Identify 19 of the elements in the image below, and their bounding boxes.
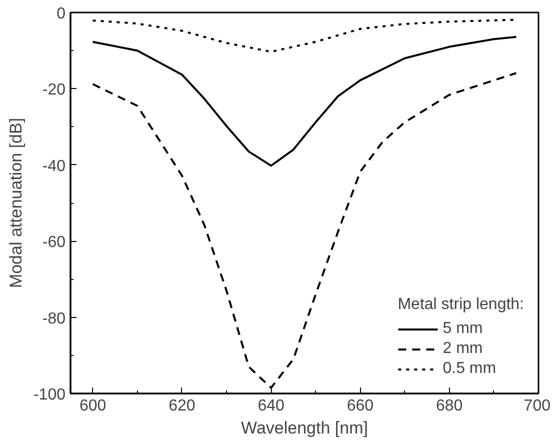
x-tick-label: 700 (524, 398, 551, 414)
line-series (92, 36, 518, 167)
legend-label: 0.5 mm (442, 360, 496, 378)
y-tick-label: -100 (33, 386, 66, 404)
x-tick-label: 640 (258, 398, 285, 414)
y-axis-title: Modal attenuation [dB] (6, 118, 26, 288)
x-tick-label: 660 (346, 398, 374, 414)
y-tick-label: -20 (42, 82, 66, 99)
y-tick-label: 0 (56, 6, 66, 22)
legend-title: Metal strip length: (398, 296, 524, 314)
y-tick-label: -80 (42, 310, 66, 328)
x-tick-label: 620 (168, 398, 196, 414)
x-tick-label: 680 (436, 398, 463, 414)
legend-label: 5 mm (442, 320, 483, 338)
y-tick-label: -40 (42, 158, 66, 175)
legend-label: 2 mm (442, 340, 483, 358)
x-axis-title: Wavelength [nm] (241, 418, 368, 438)
x-tick-label: 600 (79, 398, 106, 414)
y-tick-label: -60 (42, 234, 66, 252)
